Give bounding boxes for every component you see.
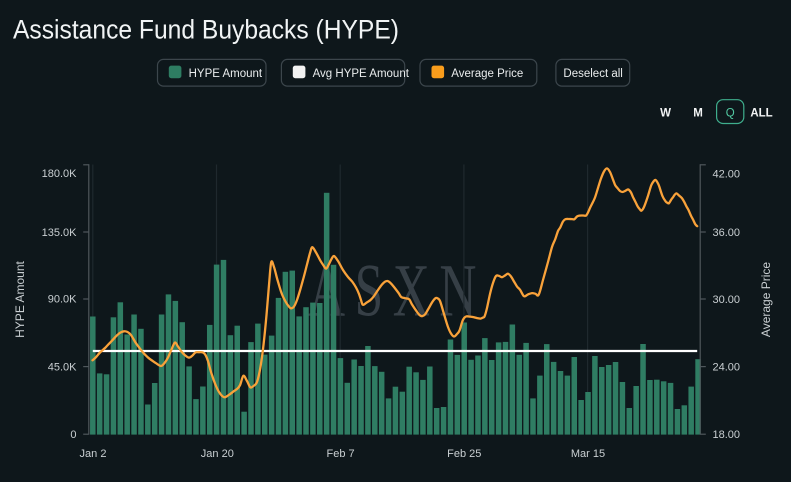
svg-text:0: 0 xyxy=(70,429,76,441)
svg-text:Feb 7: Feb 7 xyxy=(327,448,355,460)
svg-text:Deselect all: Deselect all xyxy=(563,68,622,80)
svg-text:W: W xyxy=(660,108,671,120)
svg-text:45.0K: 45.0K xyxy=(48,362,77,374)
svg-text:M: M xyxy=(693,108,703,120)
svg-text:18.00: 18.00 xyxy=(713,429,741,441)
svg-text:Average Price: Average Price xyxy=(451,68,523,80)
svg-text:Avg HYPE Amount: Avg HYPE Amount xyxy=(313,68,410,80)
svg-text:Mar 15: Mar 15 xyxy=(571,448,605,460)
svg-text:24.00: 24.00 xyxy=(713,362,741,374)
svg-text:Assistance Fund Buybacks (HYPE: Assistance Fund Buybacks (HYPE) xyxy=(13,15,399,45)
svg-text:Feb 25: Feb 25 xyxy=(447,448,481,460)
svg-text:135.0K: 135.0K xyxy=(42,227,78,239)
svg-text:Q: Q xyxy=(726,108,735,120)
svg-text:ALL: ALL xyxy=(750,108,772,120)
svg-text:90.0K: 90.0K xyxy=(48,294,77,306)
svg-text:Jan 2: Jan 2 xyxy=(80,448,107,460)
svg-text:HYPE Amount: HYPE Amount xyxy=(13,260,27,337)
svg-text:Jan 20: Jan 20 xyxy=(201,448,234,460)
svg-text:36.00: 36.00 xyxy=(713,227,741,239)
svg-text:30.00: 30.00 xyxy=(713,294,741,306)
svg-text:42.00: 42.00 xyxy=(713,168,741,180)
svg-text:180.0K: 180.0K xyxy=(42,168,78,180)
svg-text:HYPE Amount: HYPE Amount xyxy=(189,68,263,80)
svg-text:Average Price: Average Price xyxy=(759,262,773,337)
